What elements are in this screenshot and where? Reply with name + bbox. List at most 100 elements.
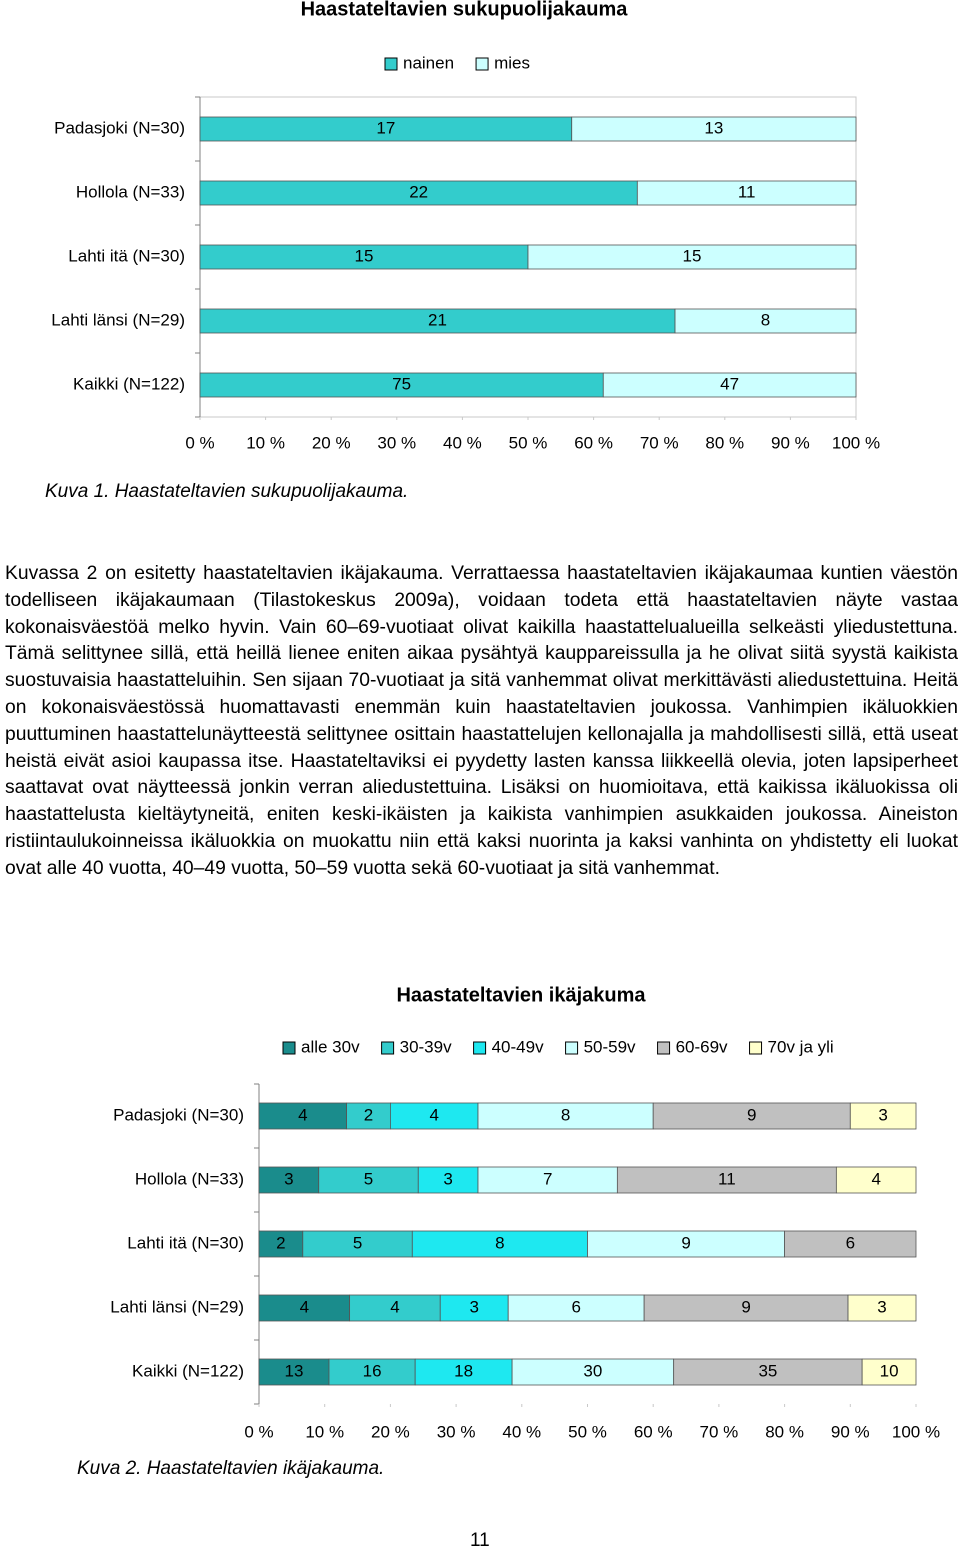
x-tick-label: 10 %: [246, 433, 285, 452]
body-paragraph: Kuvassa 2 on esitetty haastateltavien ik…: [5, 563, 958, 879]
value-label: 9: [747, 1105, 756, 1124]
x-tick-label: 50 %: [509, 433, 548, 452]
x-tick-label: 30 %: [377, 433, 416, 452]
value-label: 8: [761, 310, 770, 329]
x-tick-label: 20 %: [312, 433, 351, 452]
bar-segment: [199, 180, 638, 206]
bar-segment: [847, 1294, 917, 1322]
value-label: 3: [443, 1169, 452, 1188]
bar-segment: [258, 1294, 351, 1322]
bar-segment: [652, 1102, 851, 1130]
value-label: 15: [683, 246, 702, 265]
bar-segment: [849, 1102, 917, 1130]
bar-segment: [414, 1358, 513, 1386]
value-label: 75: [392, 374, 411, 393]
value-label: 18: [454, 1361, 473, 1380]
bar-segment: [835, 1166, 917, 1194]
bar-segment: [861, 1358, 917, 1386]
value-label: 4: [300, 1297, 309, 1316]
value-label: 35: [758, 1361, 777, 1380]
x-tick-label: 30 %: [437, 1422, 476, 1441]
value-label: 9: [741, 1297, 750, 1316]
bar-segment: [411, 1230, 588, 1258]
value-label: 10: [880, 1361, 899, 1380]
bar-segment: [674, 308, 857, 334]
category-label: Kaikki (N=122): [73, 374, 185, 393]
bar-segment: [199, 116, 573, 142]
value-label: 9: [681, 1233, 690, 1252]
value-label: 8: [561, 1105, 570, 1124]
x-tick-label: 100 %: [892, 1422, 940, 1441]
caption: Kuva 1. Haastateltavien sukupuolijakauma…: [45, 481, 408, 502]
value-label: 16: [363, 1361, 382, 1380]
x-tick-label: 70 %: [700, 1422, 739, 1441]
legend-label: 30-39v: [400, 1037, 452, 1056]
bar-segment: [439, 1294, 509, 1322]
bar-segment: [349, 1294, 441, 1322]
bar-segment: [477, 1166, 618, 1194]
category-label: Hollola (N=33): [76, 182, 185, 201]
bar-segment: [389, 1102, 479, 1130]
x-tick-label: 60 %: [574, 433, 613, 452]
bar-segment: [527, 244, 857, 270]
bar-segment: [258, 1102, 347, 1130]
category-label: Padasjoki (N=30): [113, 1105, 244, 1124]
legend-swatch: [384, 57, 398, 71]
value-label: 22: [409, 182, 428, 201]
value-label: 13: [285, 1361, 304, 1380]
value-label: 47: [720, 374, 739, 393]
x-tick-label: 20 %: [371, 1422, 410, 1441]
bar-segment: [643, 1294, 849, 1322]
bar-segment: [328, 1358, 416, 1386]
x-tick-label: 80 %: [765, 1422, 804, 1441]
bar-segment: [784, 1230, 917, 1258]
value-label: 4: [429, 1105, 438, 1124]
legend-swatch: [282, 1041, 296, 1055]
legend-swatch: [381, 1041, 395, 1055]
bar-segment: [199, 244, 529, 270]
x-tick-label: 70 %: [640, 433, 679, 452]
legend-swatch: [473, 1041, 487, 1055]
value-label: 17: [376, 118, 395, 137]
x-tick-label: 100 %: [832, 433, 880, 452]
chart-title: Haastateltavien sukupuolijakauma: [301, 0, 629, 20]
x-tick-label: 40 %: [502, 1422, 541, 1441]
x-tick-label: 0 %: [185, 433, 214, 452]
bar-segment: [571, 116, 857, 142]
x-tick-label: 90 %: [831, 1422, 870, 1441]
category-label: Hollola (N=33): [135, 1169, 244, 1188]
category-label: Kaikki (N=122): [132, 1361, 244, 1380]
bar-segment: [417, 1166, 479, 1194]
value-label: 6: [846, 1233, 855, 1252]
bar-segment: [507, 1294, 645, 1322]
bar-segment: [258, 1358, 330, 1386]
bar-segment: [616, 1166, 837, 1194]
value-label: 11: [718, 1169, 736, 1188]
x-tick-label: 60 %: [634, 1422, 673, 1441]
x-tick-label: 90 %: [771, 433, 810, 452]
x-tick-label: 50 %: [568, 1422, 607, 1441]
legend-swatch: [475, 57, 489, 71]
value-label: 3: [877, 1297, 886, 1316]
x-tick-label: 40 %: [443, 433, 482, 452]
value-label: 7: [543, 1169, 552, 1188]
bar-segment: [511, 1358, 675, 1386]
value-label: 3: [469, 1297, 478, 1316]
legend-label: mies: [494, 53, 530, 72]
legend-swatch: [749, 1041, 763, 1055]
x-tick-label: 0 %: [244, 1422, 273, 1441]
bar-segment: [587, 1230, 786, 1258]
chart-title: Haastateltavien ikäjakuma: [396, 984, 646, 1006]
value-label: 13: [704, 118, 723, 137]
value-label: 15: [355, 246, 374, 265]
category-label: Lahti länsi (N=29): [51, 310, 185, 329]
category-label: Lahti länsi (N=29): [110, 1297, 244, 1316]
category-label: Padasjoki (N=30): [54, 118, 185, 137]
value-label: 8: [495, 1233, 504, 1252]
value-label: 4: [871, 1169, 880, 1188]
bar-segment: [346, 1102, 391, 1130]
legend-swatch: [657, 1041, 671, 1055]
caption: Kuva 2. Haastateltavien ikäjakauma.: [77, 1458, 384, 1479]
